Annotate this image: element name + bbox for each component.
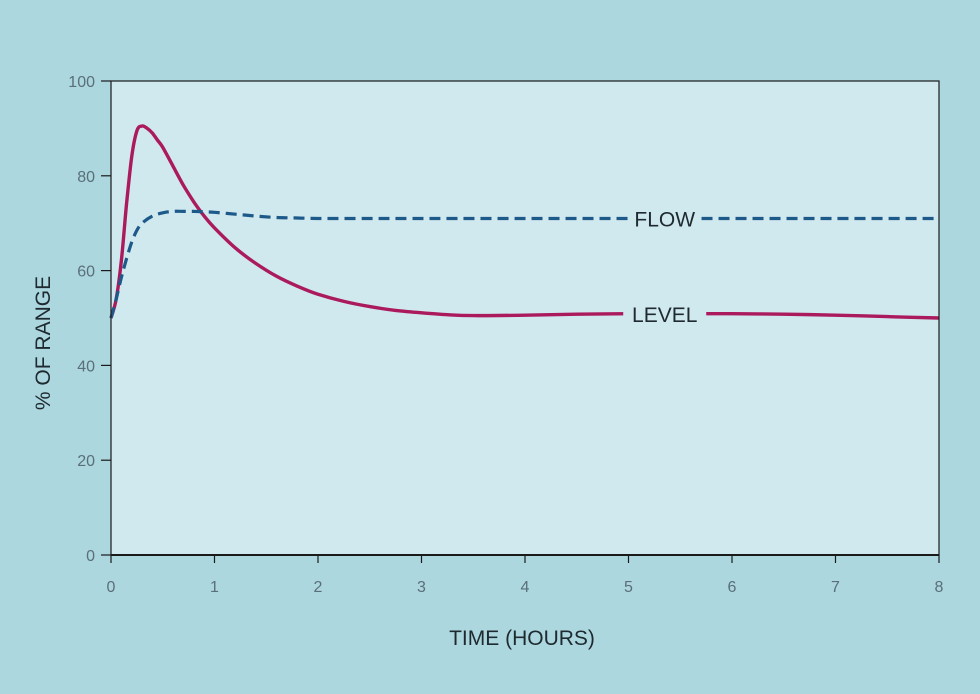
y-tick-label: 80	[77, 169, 95, 186]
series-label-level: LEVEL	[632, 304, 697, 327]
series-label-backing	[630, 205, 699, 232]
x-tick-label: 2	[314, 579, 323, 596]
label-layer: FLOW LEVEL	[623, 205, 707, 328]
x-tick-label: 7	[831, 579, 840, 596]
y-axis-title: % OF RANGE	[32, 276, 55, 410]
y-tick-label: 100	[68, 74, 95, 91]
series-line-flow	[109, 209, 939, 319]
y-tick-label: 20	[77, 453, 95, 470]
x-tick-label: 5	[624, 579, 633, 596]
series-label-flow: FLOW	[634, 208, 695, 231]
x-tick-label: 0	[107, 579, 116, 596]
y-tick-label: 0	[86, 548, 95, 565]
x-tick-label: 3	[417, 579, 426, 596]
x-tick-label: 1	[210, 579, 219, 596]
y-tick-label: 60	[77, 264, 95, 281]
plot-area	[111, 81, 939, 555]
x-tick-label: 4	[521, 579, 530, 596]
x-tick-label: 8	[935, 579, 944, 596]
x-tick-label: 6	[728, 579, 737, 596]
y-tick-label: 40	[77, 358, 95, 375]
x-axis-title: TIME (HOURS)	[449, 627, 595, 650]
series-label-backing	[623, 301, 707, 328]
